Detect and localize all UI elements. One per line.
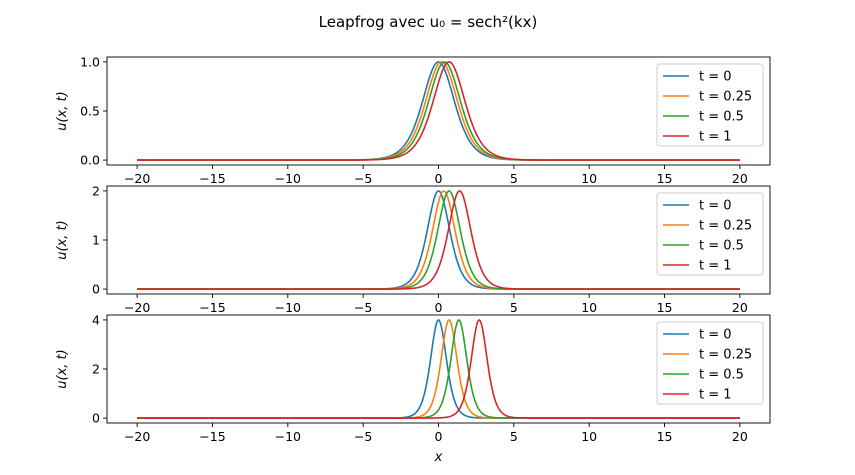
x-tick-label: 15 — [657, 171, 673, 186]
x-tick-label: −20 — [124, 429, 150, 444]
y-axis-label: u(x, t) — [55, 349, 70, 388]
legend-label: t = 0.25 — [699, 219, 752, 234]
x-tick-label: −15 — [199, 429, 225, 444]
axes-group: −20 −15 −10 −5 0 5 10 15 200.00.51.0u(x, t)t = 0… — [55, 54, 771, 465]
series-line-1 — [137, 190, 740, 290]
x-tick-label: 10 — [581, 300, 597, 315]
x-tick-label: −15 — [199, 171, 225, 186]
y-tick-label: 1 — [92, 233, 100, 248]
x-tick-label: −15 — [199, 300, 225, 315]
y-tick-label: 0.5 — [80, 104, 100, 119]
y-axis-label: u(x, t) — [55, 220, 70, 259]
x-tick-label: 10 — [581, 171, 597, 186]
x-tick-label: −5 — [354, 171, 372, 186]
x-tick-label: 5 — [510, 171, 518, 186]
x-axis-label: x — [434, 450, 443, 465]
series-line-3 — [137, 190, 740, 290]
legend-label: t = 0.25 — [699, 348, 752, 363]
legend-label: t = 0.25 — [699, 90, 752, 105]
x-tick-label: 0 — [435, 171, 443, 186]
legend-box — [656, 63, 764, 147]
series-line-3 — [137, 318, 740, 419]
x-tick-label: 5 — [510, 300, 518, 315]
y-tick-label: 4 — [92, 312, 100, 327]
series-line-2 — [137, 318, 740, 419]
y-axis-label: u(x, t) — [55, 91, 70, 130]
x-tick-label: 0 — [435, 429, 443, 444]
series-line-4 — [137, 318, 740, 419]
x-tick-label: 15 — [657, 429, 673, 444]
x-tick-label: 5 — [510, 429, 518, 444]
legend-label: t = 0 — [699, 328, 732, 343]
series-line-3 — [137, 61, 740, 161]
series-line-4 — [137, 190, 740, 290]
y-tick-label: 1.0 — [80, 54, 100, 69]
x-tick-label: 15 — [657, 300, 673, 315]
legend-label: t = 0 — [699, 199, 732, 214]
x-tick-label: −20 — [124, 300, 150, 315]
legend-box — [656, 192, 764, 276]
x-tick-label: −5 — [354, 429, 372, 444]
legend-label: t = 1 — [699, 259, 732, 274]
x-tick-label: 20 — [732, 300, 748, 315]
x-tick-label: −5 — [354, 300, 372, 315]
legend-label: t = 1 — [699, 130, 732, 145]
y-tick-label: 2 — [92, 183, 100, 198]
x-tick-label: −10 — [275, 429, 301, 444]
figure-title: Leapfrog avec u₀ = sech²(kx) — [319, 13, 538, 31]
x-tick-label: 10 — [581, 429, 597, 444]
x-tick-label: −10 — [275, 171, 301, 186]
y-tick-label: 2 — [92, 362, 100, 377]
y-tick-label: 0.0 — [80, 153, 100, 168]
series-line-4 — [137, 61, 740, 161]
y-tick-label: 0 — [92, 411, 100, 426]
legend-box — [656, 321, 764, 405]
legend-label: t = 0.5 — [699, 368, 744, 383]
x-tick-label: 0 — [435, 300, 443, 315]
subplot-2: −20 −15 −10 −5 0 5 10 15 20 0 1 2 u(x, t) t = 0 t = 0.… — [55, 183, 771, 315]
series-line-2 — [137, 61, 740, 161]
legend-label: t = 1 — [699, 388, 732, 403]
x-tick-label: 20 — [732, 429, 748, 444]
x-tick-label: −20 — [124, 171, 150, 186]
y-tick-label: 0 — [92, 282, 100, 297]
series-line-1 — [137, 318, 740, 419]
legend: t = 0 t = 0.25 t = 0.5 t = 1 — [656, 192, 764, 276]
x-tick-label: 20 — [732, 171, 748, 186]
series-line-1 — [137, 61, 740, 161]
x-tick-label: −10 — [275, 300, 301, 315]
legend: t = 0 t = 0.25 t = 0.5 t = 1 — [656, 63, 764, 147]
legend: t = 0 t = 0.25 t = 0.5 t = 1 — [656, 321, 764, 405]
legend-label: t = 0.5 — [699, 110, 744, 125]
legend-label: t = 0 — [699, 70, 732, 85]
legend-label: t = 0.5 — [699, 239, 744, 254]
series-line-2 — [137, 190, 740, 290]
subplot-1: −20 −15 −10 −5 0 5 10 15 20 0.0 0.5 1.0 u(x, t) t = 0… — [55, 54, 771, 186]
